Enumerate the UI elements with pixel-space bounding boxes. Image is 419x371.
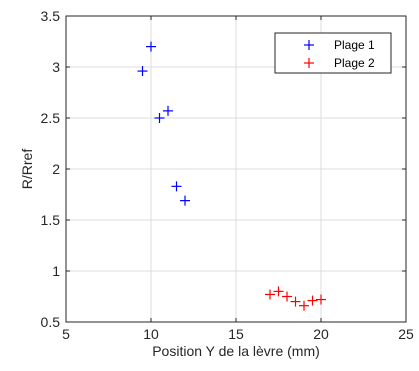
data-point-series-2 xyxy=(265,289,275,300)
legend-label-plage-1: Plage 1 xyxy=(334,38,375,52)
data-point-series-2 xyxy=(290,296,301,307)
legend-plus-icon xyxy=(304,40,314,50)
y-tick-label: 3 xyxy=(52,59,60,75)
y-axis-label: R/Rref xyxy=(19,149,35,190)
data-point-series-2 xyxy=(299,300,309,311)
data-point-series-1 xyxy=(137,66,148,77)
axis-ticks: 5 10 15 20 25 0.5 1 1.5 2 2.5 3 3.5 xyxy=(41,8,414,342)
data-point-series-2 xyxy=(282,291,292,302)
data-point-series-1 xyxy=(163,105,173,116)
data-point-series-2 xyxy=(307,295,318,306)
data-point-series-2 xyxy=(316,294,326,305)
data-point-series-1 xyxy=(171,181,182,192)
x-axis-label: Position Y de la lèvre (mm) xyxy=(152,343,320,359)
legend-marker-plage-2 xyxy=(304,58,314,68)
y-tick-label: 2.5 xyxy=(41,110,61,126)
legend-box xyxy=(274,32,392,74)
data-point-series-1 xyxy=(154,113,165,123)
data-point-series-2 xyxy=(273,286,284,297)
legend-marker-plage-1 xyxy=(304,40,314,50)
y-tick-label: 3.5 xyxy=(41,8,61,24)
legend-plus-icon xyxy=(304,58,314,68)
x-tick-label: 15 xyxy=(228,326,244,342)
y-tick-label: 0.5 xyxy=(41,314,61,330)
data-point-series-1 xyxy=(180,195,190,206)
x-tick-label: 25 xyxy=(398,326,414,342)
y-tick-label: 2 xyxy=(52,161,60,177)
y-tick-label: 1 xyxy=(52,263,60,279)
x-tick-label: 10 xyxy=(143,326,159,342)
data-markers xyxy=(137,41,326,311)
legend-label-plage-2: Plage 2 xyxy=(334,56,375,70)
x-tick-label: 20 xyxy=(313,326,329,342)
legend: Plage 1 Plage 2 xyxy=(274,32,392,74)
x-tick-label: 5 xyxy=(62,326,70,342)
y-tick-label: 1.5 xyxy=(41,212,61,228)
data-point-series-1 xyxy=(146,41,156,52)
